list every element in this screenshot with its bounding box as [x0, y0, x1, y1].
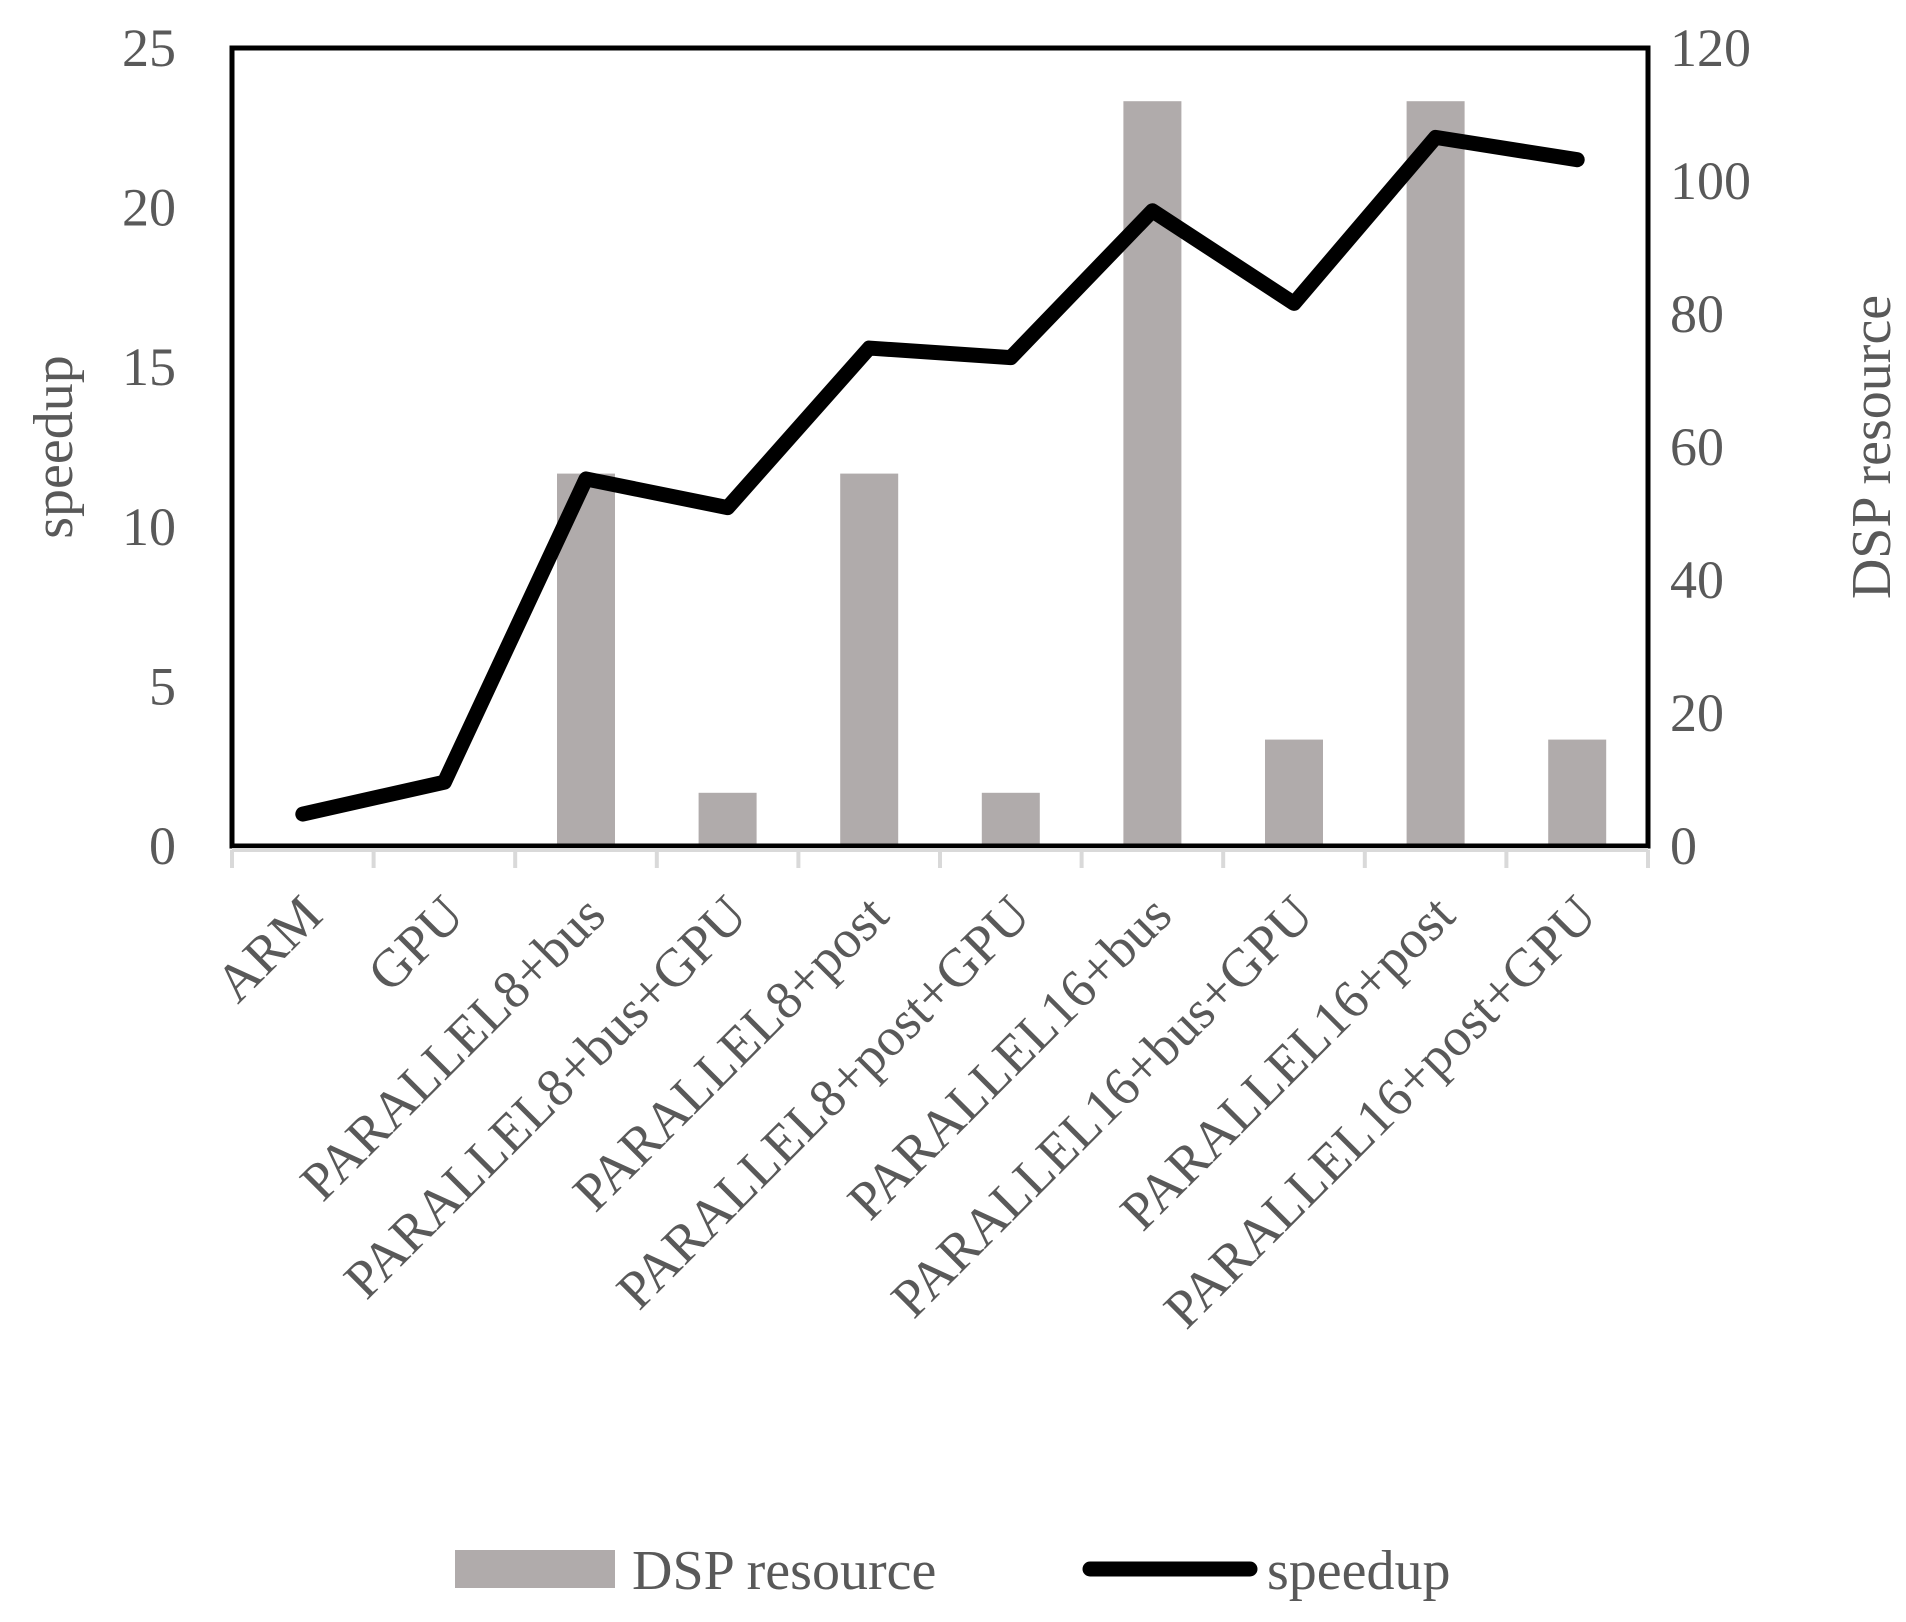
legend-dsp-swatch	[455, 1550, 615, 1588]
right-tick-label: 80	[1670, 284, 1724, 344]
right-y-axis: 0 20 40 60 80 100 120	[1670, 18, 1751, 876]
left-tick-label: 0	[149, 816, 176, 876]
speedup-point-parallel8-post	[868, 347, 871, 350]
bar-parallel16-post	[1406, 101, 1465, 846]
speedup-point-parallel8-bus-gpu	[726, 506, 729, 509]
speedup-line-layer	[295, 129, 1585, 822]
speedup-point-gpu	[443, 781, 446, 784]
right-tick-label: 40	[1670, 550, 1724, 610]
legend-dsp-label: DSP resource	[632, 1540, 936, 1602]
speedup-point-parallel16-post	[1434, 136, 1437, 139]
left-tick-label: 5	[149, 656, 176, 716]
left-y-axis: 0 5 10 15 20 25	[122, 18, 176, 876]
x-tick-label-arm: ARM	[204, 884, 333, 1013]
bar-parallel8-bus-gpu	[698, 792, 757, 846]
speedup-point-parallel16-bus-gpu	[1293, 302, 1295, 305]
legend: DSP resource speedup	[455, 1540, 1451, 1602]
right-tick-label: 120	[1670, 18, 1751, 78]
speedup-point-parallel16-post-gpu	[1576, 158, 1579, 161]
bar-parallel16-post-gpu	[1548, 739, 1607, 846]
right-tick-label: 60	[1670, 417, 1724, 477]
speedup-point-parallel8-post-gpu	[1009, 356, 1012, 359]
right-tick-label: 20	[1670, 683, 1724, 743]
left-tick-label: 20	[122, 178, 176, 238]
bar-parallel8-post-gpu	[981, 792, 1040, 846]
right-tick-label: 0	[1670, 816, 1697, 876]
right-tick-label: 100	[1670, 151, 1751, 211]
speedup-point-parallel16-bus	[1151, 209, 1154, 212]
left-tick-label: 10	[122, 497, 176, 557]
x-axis: ARM GPUPARALLEL8+busPARALLEL8+bus+GPUPARA…	[204, 848, 1650, 1339]
speedup-point-arm	[301, 813, 304, 816]
bar-parallel16-bus-gpu	[1265, 739, 1323, 846]
x-tick-label-gpu: GPU	[356, 884, 475, 1003]
bar-parallel8-post	[840, 473, 899, 846]
dsp-bars	[557, 101, 1607, 846]
left-tick-label: 15	[122, 337, 176, 397]
right-axis-title: DSP resource	[1841, 295, 1903, 599]
speedup-line	[295, 129, 1585, 822]
speedup-point-parallel8-bus	[585, 477, 587, 480]
plot-frame	[229, 45, 1651, 849]
legend-speedup-label: speedup	[1267, 1540, 1451, 1602]
left-tick-label: 25	[122, 18, 176, 78]
left-axis-title: speedup	[23, 355, 85, 539]
